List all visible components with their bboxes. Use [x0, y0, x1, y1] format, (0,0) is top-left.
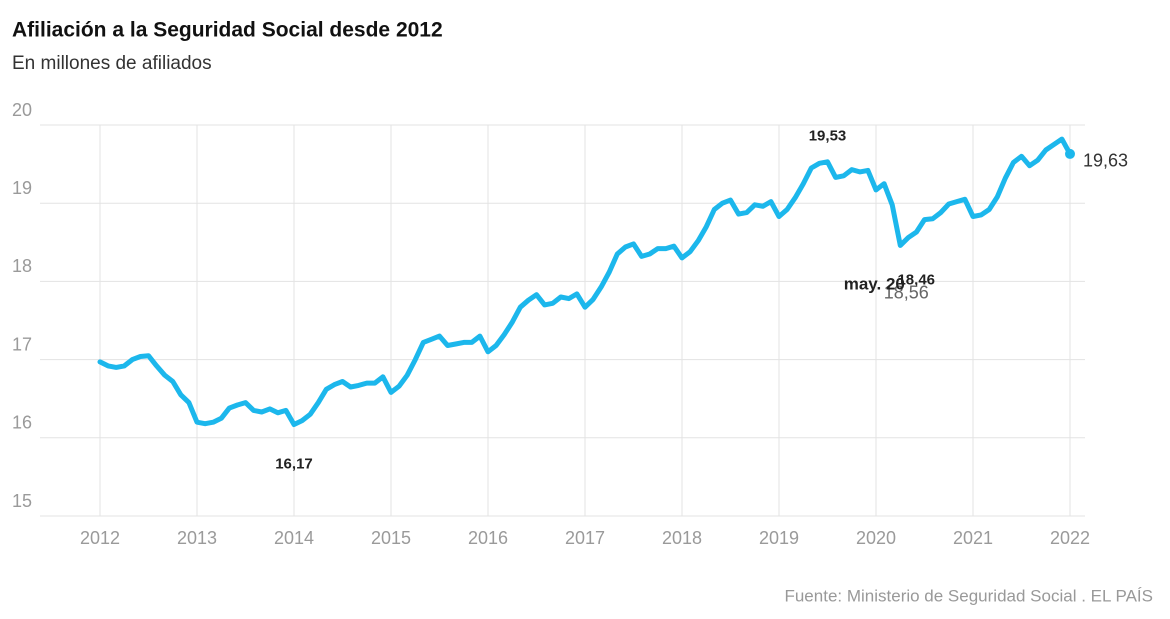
x-tick-label: 2015	[371, 528, 411, 548]
point-marker	[1065, 148, 1075, 159]
annotation: may. 20	[844, 274, 905, 293]
value-label: 16,17	[275, 455, 313, 472]
chart-subtitle: En millones de afiliados	[12, 53, 212, 74]
value-label: 18,46	[897, 271, 935, 288]
value-label: 19,53	[809, 128, 847, 145]
x-tick-label: 2019	[759, 528, 799, 548]
x-tick-label: 2014	[274, 528, 314, 548]
x-tick-label: 2021	[953, 528, 993, 548]
x-tick-label: 2018	[662, 528, 702, 548]
x-tick-label: 2013	[177, 528, 217, 548]
y-tick-label: 20	[12, 100, 32, 120]
value-label: 19,63	[1083, 151, 1128, 171]
x-tick-label: 2016	[468, 528, 508, 548]
value-label: 18,56	[884, 282, 929, 302]
chart-title: Afiliación a la Seguridad Social desde 2…	[12, 19, 443, 42]
y-tick-label: 16	[12, 413, 32, 433]
x-tick-label: 2012	[80, 528, 120, 548]
series-line	[97, 136, 1073, 427]
y-tick-label: 15	[12, 491, 32, 511]
x-tick-label: 2022	[1050, 528, 1090, 548]
x-tick-label: 2017	[565, 528, 605, 548]
y-tick-label: 19	[12, 178, 32, 198]
y-tick-label: 18	[12, 256, 32, 276]
source: Fuente: Ministerio de Seguridad Social .…	[784, 586, 1153, 605]
x-tick-label: 2020	[856, 528, 896, 548]
y-tick-label: 17	[12, 334, 32, 354]
